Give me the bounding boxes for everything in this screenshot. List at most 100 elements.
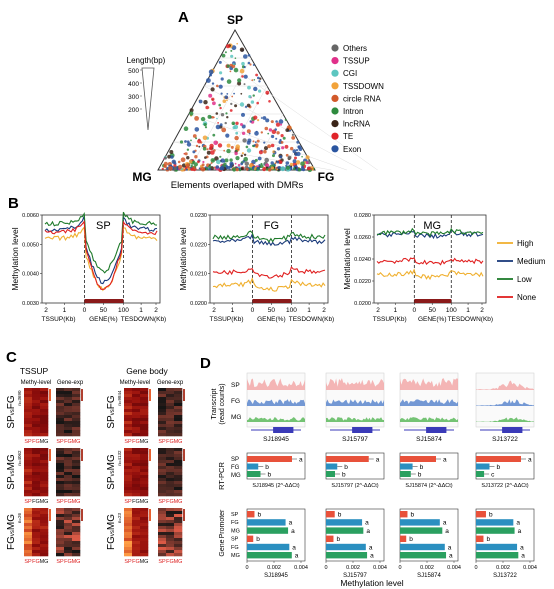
ternary-point: [251, 79, 254, 81]
methylation-cell: [140, 388, 149, 392]
methylation-cell: [40, 487, 49, 491]
grid-line: [204, 85, 363, 171]
significance-letter: b: [342, 472, 346, 479]
methylation-bar: [400, 527, 443, 534]
ternary-point: [237, 163, 241, 167]
expression-cell: [174, 406, 183, 410]
methylation-cell: [132, 511, 141, 515]
expression-legend: High Medium Low None: [497, 239, 546, 302]
methylation-cell: [132, 475, 141, 479]
expression-cell: [56, 400, 65, 404]
ternary-point: [226, 148, 231, 154]
expression-cell: [72, 400, 81, 404]
methylation-cell: [140, 421, 149, 425]
legend-swatch-cgi: [331, 69, 339, 77]
ternary-point: [258, 150, 263, 155]
significance-letter: b: [418, 472, 422, 479]
meth-group-label: MG: [231, 553, 240, 559]
rtpcr-bar: [247, 456, 292, 462]
expression-cell: [174, 397, 183, 401]
gene-name: SJ13722: [493, 573, 517, 579]
methylation-cell: [132, 469, 141, 473]
methylation-bar: [247, 552, 292, 559]
expression-cell: [158, 421, 167, 425]
ternary-point: [287, 155, 292, 160]
expression-cell: [64, 472, 73, 476]
significance-letter: a: [292, 544, 296, 551]
series-line-low: [377, 227, 484, 238]
expression-cell: [64, 481, 73, 485]
expression-cell: [56, 484, 65, 488]
methylation-cell: [124, 523, 133, 527]
x-tick-label: 2: [322, 307, 326, 314]
ternary-point: [307, 166, 311, 171]
expression-cell: [56, 523, 65, 527]
ternary-points: [161, 42, 316, 173]
methylation-cell: [32, 514, 41, 518]
ternary-point: [259, 77, 262, 80]
methylation-bar: [476, 511, 486, 518]
ternary-point: [237, 78, 242, 83]
methylation-cell: [140, 403, 149, 407]
y-tick-label: 0.0220: [354, 279, 371, 285]
ternary-point: [226, 79, 232, 84]
comparison-a: SP: [6, 415, 17, 429]
ternary-point: [186, 140, 190, 144]
methylation-cell: [32, 529, 41, 533]
gene-count: n=9844: [117, 390, 122, 406]
x-tick-label: 50: [429, 307, 437, 314]
methylation-cell: [24, 415, 33, 419]
ternary-point: [217, 143, 223, 148]
expression-cell: [56, 430, 65, 434]
ternary-point: [270, 166, 274, 170]
column-label: SP: [158, 439, 166, 445]
ternary-point: [263, 141, 266, 144]
expression-cell: [166, 484, 175, 488]
ternary-point: [186, 156, 190, 160]
y-tick-label: 0.0040: [22, 272, 39, 278]
x-tick-label: 2: [212, 307, 216, 314]
expression-cell: [174, 490, 183, 494]
ternary-point: [195, 144, 199, 148]
methylation-cell: [132, 409, 141, 413]
ternary-point: [285, 161, 290, 165]
comparison-a: FG: [6, 536, 17, 550]
ternary-point: [193, 162, 198, 167]
column-label: SP: [24, 499, 32, 505]
expression-cell: [166, 487, 175, 491]
ternary-point: [279, 155, 283, 159]
gene-name: SJ15874: [417, 573, 441, 579]
ternary-point: [257, 76, 260, 80]
expression-cell: [56, 412, 65, 416]
ternary-point: [221, 127, 227, 133]
ternary-point: [249, 163, 253, 168]
expression-cell: [174, 523, 183, 527]
methylation-cell: [132, 538, 141, 542]
methylation-cell: [24, 466, 33, 470]
methylation-cell: [132, 466, 141, 470]
expression-cell: [64, 484, 73, 488]
column-label: SP: [56, 559, 64, 565]
expression-cell: [158, 415, 167, 419]
methylation-bar: [476, 519, 514, 526]
ternary-point: [218, 60, 222, 64]
expression-cell: [72, 406, 81, 410]
methylation-cell: [140, 532, 149, 536]
significance-letter: a: [518, 528, 522, 535]
expression-cell: [64, 511, 73, 515]
ternary-point: [216, 159, 221, 165]
x-tick-label: 0.004: [447, 565, 461, 571]
expression-cell: [158, 460, 167, 464]
expression-cell: [56, 466, 65, 470]
ternary-point: [243, 54, 248, 59]
expression-cell: [158, 541, 167, 545]
ternary-point: [246, 103, 251, 108]
methylation-cell: [132, 541, 141, 545]
methylation-bar: [247, 543, 290, 551]
methylation-cell: [132, 484, 141, 488]
expression-cell: [166, 460, 175, 464]
gene-count: n=4062: [17, 450, 22, 466]
methylation-cell: [40, 484, 49, 488]
expression-cell: [174, 478, 183, 482]
column-title: Methy-level: [120, 380, 151, 386]
